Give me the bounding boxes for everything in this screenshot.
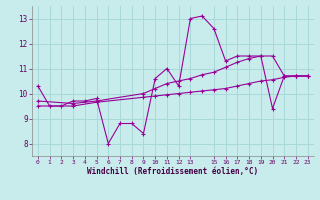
X-axis label: Windchill (Refroidissement éolien,°C): Windchill (Refroidissement éolien,°C) bbox=[87, 167, 258, 176]
